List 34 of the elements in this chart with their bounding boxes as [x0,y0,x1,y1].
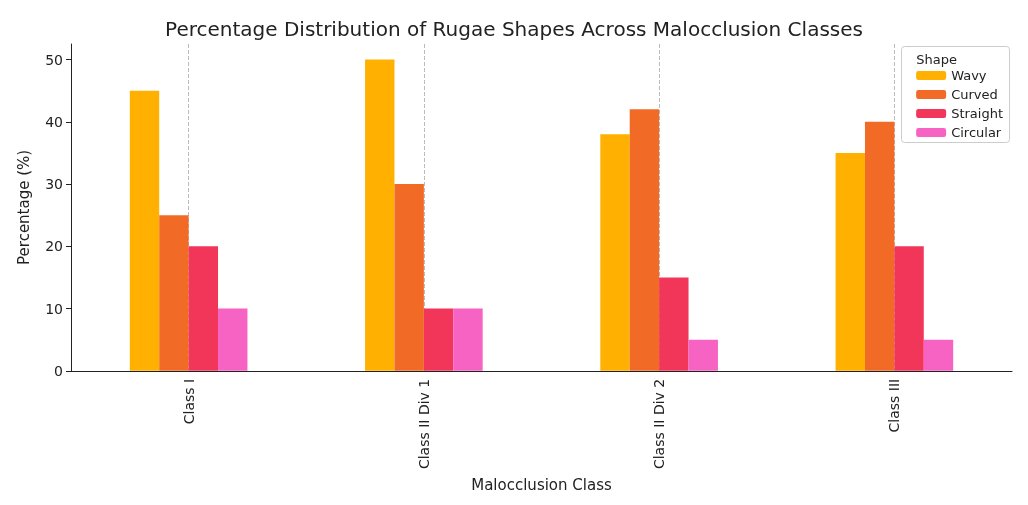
bar [188,246,219,371]
y-tick-label: 50 [45,51,63,68]
legend-label: Wavy [951,68,987,83]
x-tick-label: Class I [180,378,197,425]
y-axis-title: Percentage (%) [14,149,33,265]
y-tick-label: 40 [45,113,63,130]
bar [129,90,160,371]
legend-title: Shape [916,52,958,67]
x-tick-label: Class II Div 2 [651,378,668,470]
bar [923,339,954,371]
x-tick-label: Class II Div 1 [415,378,432,470]
bar [218,308,248,371]
x-axis-title: Malocclusion Class [471,475,612,494]
bar [365,59,395,371]
legend-label: Straight [951,106,1004,121]
bar [394,184,424,371]
bar [159,215,189,371]
legend-label: Circular [951,125,1002,140]
y-tick-label: 0 [54,362,63,379]
bar [688,339,718,371]
bar [835,152,865,371]
bar [600,134,630,371]
y-tick-label: 20 [45,238,63,255]
bar [629,109,660,371]
y-tick-label: 30 [45,176,63,193]
x-tick-label: Class III [886,378,903,433]
bar [453,308,483,371]
y-tick-label: 10 [45,300,63,317]
chart-title: Percentage Distribution of Rugae Shapes Across Malocclusion Classes [165,17,863,41]
legend-label: Curved [951,87,998,102]
bar [894,246,924,371]
bar [659,277,689,371]
bar [423,308,454,371]
bar [864,121,895,371]
